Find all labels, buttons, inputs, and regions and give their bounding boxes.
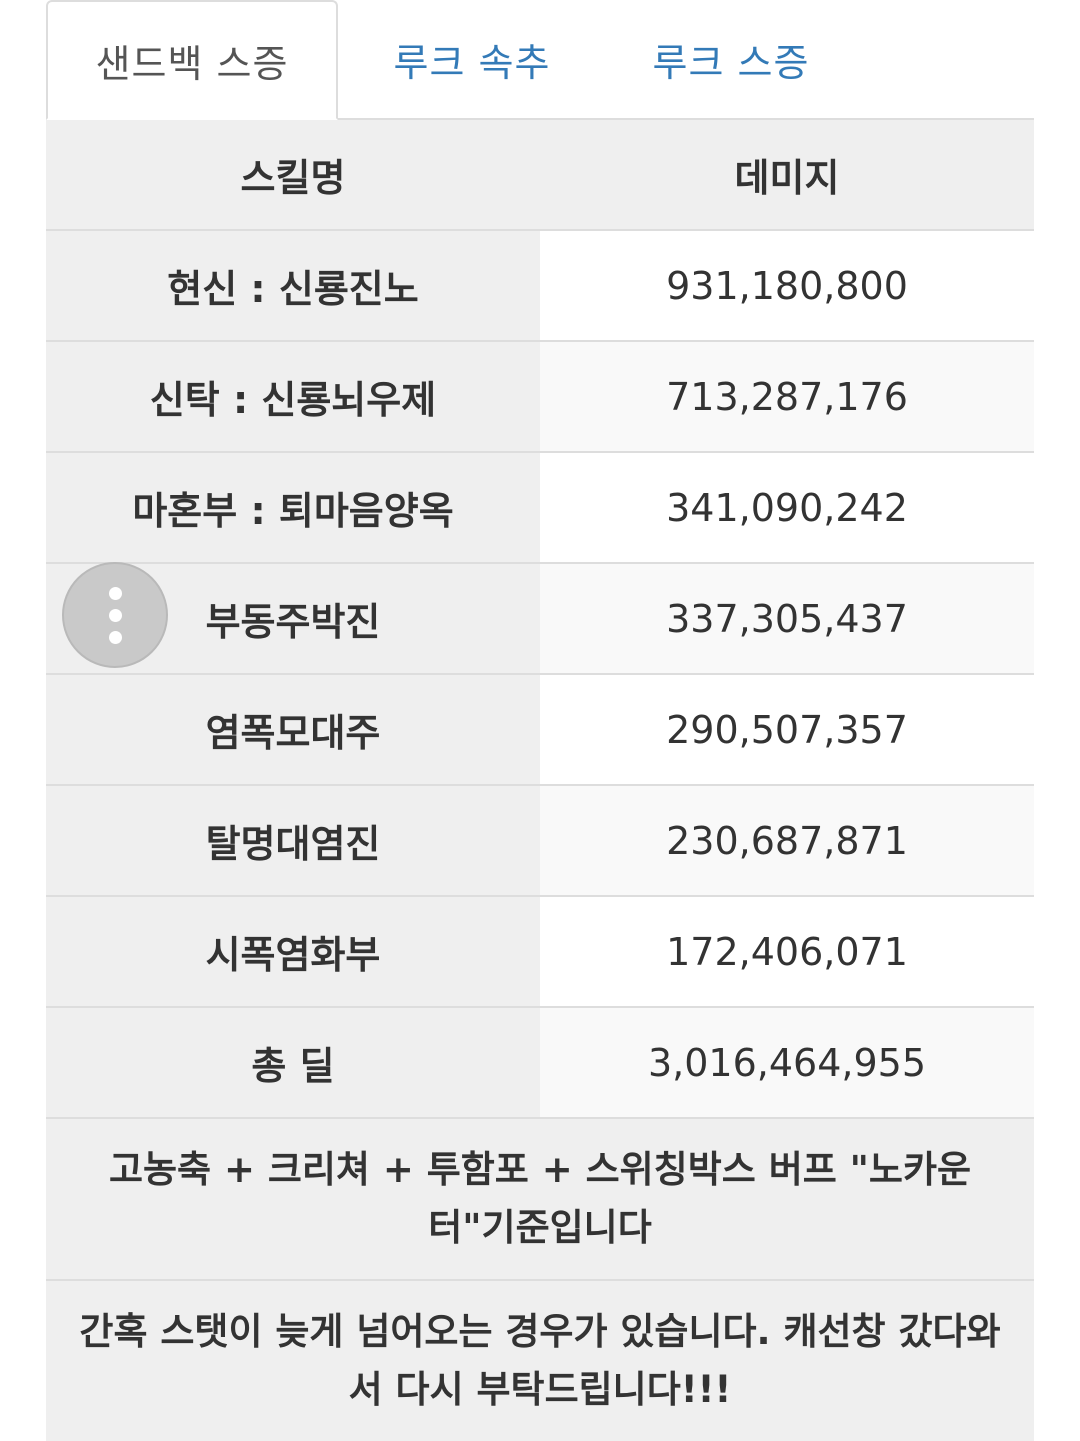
- more-options-button[interactable]: [62, 562, 168, 668]
- damage-value: 172,406,071: [540, 895, 1034, 1007]
- more-vertical-icon-dot: [108, 608, 122, 622]
- skill-name: 탈명대염진: [46, 784, 540, 896]
- skill-name: 시폭염화부: [46, 895, 540, 1007]
- total-label: 총 딜: [46, 1006, 540, 1118]
- damage-value: 337,305,437: [540, 562, 1034, 674]
- skill-name: 신탁 : 신룡뇌우제: [46, 340, 540, 452]
- damage-value: 931,180,800: [540, 229, 1034, 341]
- header-damage: 데미지: [540, 118, 1034, 230]
- more-vertical-icon-dot: [108, 630, 122, 644]
- skill-name: 염폭모대주: [46, 673, 540, 785]
- damage-panel: 샌드백 스증 루크 속추 루크 스증 스킬명 데미지 현신 : 신룡진노 931…: [46, 0, 1034, 1441]
- table-row: 탈명대염진 230,687,871: [46, 784, 1034, 896]
- table-row: 시폭염화부 172,406,071: [46, 895, 1034, 1007]
- damage-value: 713,287,176: [540, 340, 1034, 452]
- table-row: 신탁 : 신룡뇌우제 713,287,176: [46, 340, 1034, 452]
- table-header-row: 스킬명 데미지: [46, 118, 1034, 230]
- tab-luke-skill-increase[interactable]: 루크 스증: [652, 40, 810, 85]
- buff-condition-note: 고농축 + 크리쳐 + 투함포 + 스위칭박스 버프 "노카운터"기준입니다: [46, 1117, 1034, 1280]
- damage-value: 341,090,242: [540, 451, 1034, 563]
- total-damage-value: 3,016,464,955: [540, 1006, 1034, 1118]
- skill-name: 현신 : 신룡진노: [46, 229, 540, 341]
- table-row: 염폭모대주 290,507,357: [46, 673, 1034, 785]
- table-row: 부동주박진 337,305,437: [46, 562, 1034, 674]
- more-vertical-icon: [108, 586, 122, 600]
- stat-delay-note: 간혹 스탯이 늦게 넘어오는 경우가 있습니다. 캐선창 갔다와서 다시 부탁드…: [46, 1279, 1034, 1441]
- table-row: 현신 : 신룡진노 931,180,800: [46, 229, 1034, 341]
- tab-bar: 샌드백 스증 루크 속추 루크 스증: [46, 0, 1034, 120]
- table-row: 마혼부 : 퇴마음양옥 341,090,242: [46, 451, 1034, 563]
- tab-luke-attribute[interactable]: 루크 속추: [393, 40, 551, 85]
- note-row: 고농축 + 크리쳐 + 투함포 + 스위칭박스 버프 "노카운터"기준입니다: [46, 1117, 1034, 1280]
- tab-sandbag-skill-increase[interactable]: 샌드백 스증: [46, 0, 338, 120]
- damage-value: 230,687,871: [540, 784, 1034, 896]
- damage-table: 스킬명 데미지 현신 : 신룡진노 931,180,800 신탁 : 신룡뇌우제…: [46, 118, 1034, 1441]
- total-row: 총 딜 3,016,464,955: [46, 1006, 1034, 1118]
- skill-name: 마혼부 : 퇴마음양옥: [46, 451, 540, 563]
- damage-value: 290,507,357: [540, 673, 1034, 785]
- note-row: 간혹 스탯이 늦게 넘어오는 경우가 있습니다. 캐선창 갔다와서 다시 부탁드…: [46, 1279, 1034, 1441]
- header-skill-name: 스킬명: [46, 118, 540, 230]
